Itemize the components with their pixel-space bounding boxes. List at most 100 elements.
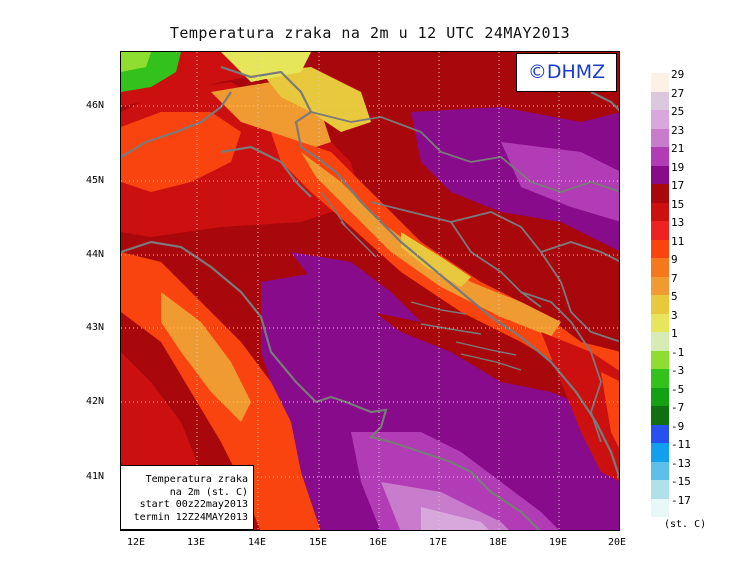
legend-swatch	[651, 387, 669, 406]
legend-label: -13	[671, 456, 691, 470]
legend-swatch	[651, 110, 669, 129]
lat-label: 45N	[86, 175, 105, 186]
island-4	[420, 323, 482, 335]
legend-label: 11	[671, 234, 685, 248]
field-dinaric-peak	[401, 232, 471, 287]
legend-swatch	[651, 443, 669, 462]
border-north	[590, 91, 619, 112]
legend-label: -17	[671, 493, 691, 507]
legend-label: 21	[671, 142, 685, 155]
legend-label: 13	[671, 216, 685, 229]
info-units: na 2m (st. C)	[169, 486, 248, 498]
legend-label: -1	[671, 345, 685, 359]
field-adriatic	[261, 272, 619, 530]
lat-label: 41N	[86, 471, 105, 482]
graticule	[121, 52, 619, 530]
legend-swatch	[651, 332, 669, 351]
field-east-ridge	[601, 372, 619, 448]
legend-swatch	[651, 295, 669, 314]
legend-swatch	[651, 350, 669, 369]
lon-label: 18E	[488, 537, 508, 548]
legend-label: 29	[671, 68, 685, 81]
legend-label: -15	[671, 475, 691, 488]
legend-swatch	[651, 258, 669, 277]
legend-label: 7	[671, 271, 678, 285]
dhmz-logo: ©DHMZ	[516, 53, 617, 92]
run-info-box: Temperatura zraka na 2m (st. C) start 00…	[120, 465, 254, 530]
lon-label: 16E	[368, 537, 388, 548]
lat-label: 46N	[86, 100, 105, 111]
info-variable: Temperatura zraka	[145, 474, 248, 485]
legend-label: 17	[671, 179, 685, 192]
legend-label: 9	[671, 253, 678, 266]
legend-swatch	[651, 184, 669, 203]
coastline-italy-east	[121, 240, 541, 530]
legend-swatch	[651, 424, 669, 443]
field-south-hot	[381, 482, 509, 530]
legend-swatch	[651, 369, 669, 388]
field-alps-2	[261, 67, 371, 132]
lat-label: 44N	[86, 249, 105, 260]
field-south-hottest	[421, 507, 489, 530]
legend-swatch	[651, 91, 669, 110]
temperature-field	[121, 52, 619, 530]
island-3	[410, 301, 467, 315]
lon-label: 13E	[186, 537, 206, 548]
legend-swatch	[651, 480, 669, 499]
lon-label: 14E	[247, 537, 267, 548]
legend-swatch	[651, 73, 669, 92]
island-5	[455, 341, 517, 356]
lon-label: 15E	[308, 537, 328, 548]
border-montenegro	[520, 291, 602, 443]
field-pannonian	[411, 107, 619, 251]
legend-swatch	[651, 406, 669, 425]
legend-label: 25	[671, 105, 685, 118]
legend-swatch	[651, 128, 669, 147]
legend-label: -7	[671, 401, 685, 414]
legend-swatch	[651, 239, 669, 258]
legend-label: 27	[671, 86, 685, 100]
legend-swatch	[651, 461, 669, 480]
field-alps-1	[211, 82, 331, 152]
lat-label: 42N	[86, 396, 105, 407]
legend-label: 3	[671, 308, 678, 322]
legend-swatch	[651, 165, 669, 184]
field-adriatic-north	[291, 252, 421, 322]
field-alps-cold2	[121, 52, 151, 72]
islands	[320, 191, 522, 371]
legend-swatch	[651, 498, 669, 517]
field-dinaric-ridge	[301, 152, 561, 337]
lon-label: 20E	[607, 537, 627, 548]
field-italy-ridge	[161, 292, 251, 422]
temperature-map[interactable]	[120, 51, 620, 531]
border-serbia	[540, 241, 619, 263]
legend-unit: (st. C)	[664, 519, 707, 530]
coastline-east	[220, 65, 619, 480]
legend-label: 23	[671, 123, 685, 137]
legend-swatch	[651, 313, 669, 332]
legend-label: 1	[671, 327, 678, 340]
info-valid-time: termin 12Z24MAY2013	[133, 511, 248, 523]
coastline-istria	[220, 145, 312, 198]
field-pannonian-hot	[501, 142, 619, 222]
legend-swatch	[651, 202, 669, 221]
lon-label: 19E	[548, 537, 568, 548]
legend-label: 19	[671, 160, 685, 174]
legend-swatch	[651, 276, 669, 295]
lon-label: 17E	[428, 537, 448, 548]
coastlines	[121, 65, 619, 530]
field-po-valley	[121, 112, 241, 192]
island-2	[340, 221, 377, 258]
legend-label: -9	[671, 419, 685, 433]
border-bih	[370, 201, 619, 343]
info-start: start 00z22may2013	[139, 499, 248, 510]
legend-label: -5	[671, 382, 685, 396]
border-inner	[450, 221, 542, 308]
borders	[310, 111, 619, 443]
field-east-warm	[541, 332, 619, 481]
lat-label: 43N	[86, 322, 105, 333]
map-title: Temperatura zraka na 2m u 12 UTC 24MAY20…	[169, 24, 571, 42]
border-croatia-north	[310, 111, 619, 193]
lon-label: 12E	[126, 537, 146, 548]
legend-label: 15	[671, 197, 685, 211]
